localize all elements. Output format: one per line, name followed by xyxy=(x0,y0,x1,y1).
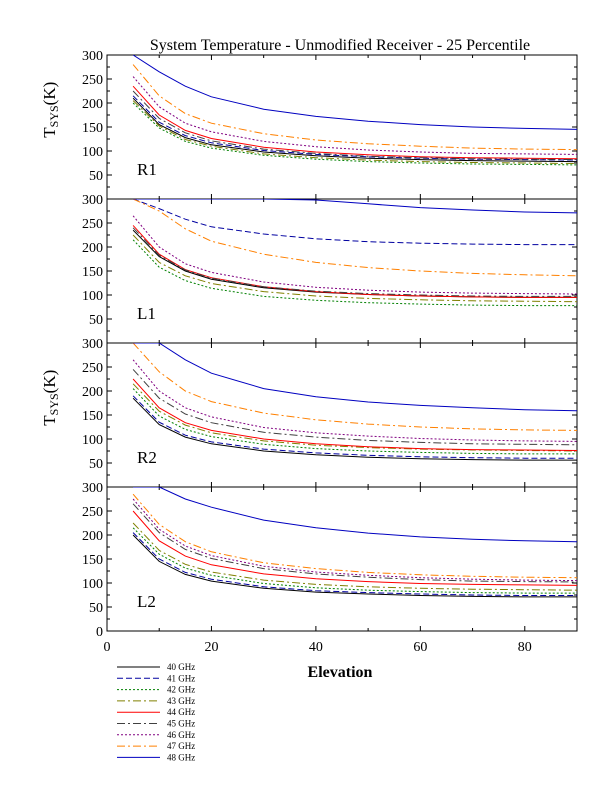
series-line-46-ghz xyxy=(132,215,577,295)
x-axis-label: Elevation xyxy=(308,664,373,681)
series-group xyxy=(132,199,577,307)
series-line-40-ghz xyxy=(132,534,577,598)
x-axis: 0 20 40 60 80 xyxy=(104,640,532,655)
panel-l1: 50 100 150 200 250 300 L1 xyxy=(82,193,578,344)
x-tick-label: 0 xyxy=(104,640,111,655)
x-tick-label: 60 xyxy=(413,640,427,655)
panel-l2: 0 50 100 150 200 250 300 L2 xyxy=(82,481,578,640)
panel-r2: 50 100 150 200 250 300 R2 xyxy=(82,337,578,488)
panel-frame xyxy=(106,198,578,344)
series-line-41-ghz xyxy=(132,532,577,596)
y-tick-label: 50 xyxy=(89,169,103,184)
y-tick-label: 150 xyxy=(82,553,103,568)
series-line-46-ghz xyxy=(132,76,577,155)
series-line-45-ghz xyxy=(132,503,577,583)
y-tick-label: 250 xyxy=(82,361,103,376)
y-axis-labels: TSYS(K) TSYS(K) xyxy=(40,82,61,426)
y-tick-label: 250 xyxy=(82,73,103,88)
legend-entry: 45 GHz xyxy=(167,719,195,729)
series-line-44-ghz xyxy=(132,510,577,586)
panel-label: R1 xyxy=(137,160,157,179)
series-line-48-ghz xyxy=(133,487,577,543)
y-tick-label: 250 xyxy=(82,217,103,232)
y-tick-label: 300 xyxy=(82,337,103,352)
y-tick-label: 200 xyxy=(82,97,103,112)
series-group xyxy=(132,487,577,598)
series-line-46-ghz xyxy=(132,498,577,582)
series-line-45-ghz xyxy=(132,227,577,297)
series-line-44-ghz xyxy=(132,225,577,298)
y-tick-label: 250 xyxy=(82,505,103,520)
series-line-42-ghz xyxy=(132,527,577,594)
y-tick-label: 50 xyxy=(89,601,103,616)
y-tick-label: 100 xyxy=(82,577,103,592)
series-line-48-ghz xyxy=(133,343,577,412)
y-tick-label: 50 xyxy=(89,457,103,472)
series-line-43-ghz xyxy=(132,522,577,591)
series-line-45-ghz xyxy=(132,90,577,161)
panel-frame xyxy=(106,54,578,200)
legend-entry: 40 GHz xyxy=(167,662,195,672)
y-tick-label: 300 xyxy=(82,481,103,496)
series-line-40-ghz xyxy=(132,229,577,298)
y-tick-label: 0 xyxy=(96,625,103,640)
series-line-44-ghz xyxy=(132,85,577,160)
y-tick-label: 150 xyxy=(82,121,103,136)
y-tick-label: 300 xyxy=(82,49,103,64)
series-line-42-ghz xyxy=(132,102,577,166)
x-tick-label: 80 xyxy=(518,640,532,655)
series-line-40-ghz xyxy=(132,397,577,461)
legend-entry: 47 GHz xyxy=(167,741,195,751)
series-group xyxy=(132,343,577,461)
y-tick-label: 100 xyxy=(82,433,103,448)
legend-entry: 42 GHz xyxy=(167,685,195,695)
chart-title: System Temperature - Unmodified Receiver… xyxy=(150,37,530,54)
series-line-46-ghz xyxy=(132,359,577,442)
y-tick-label: 200 xyxy=(82,529,103,544)
legend-entry: 44 GHz xyxy=(167,707,195,717)
series-line-45-ghz xyxy=(132,369,577,446)
series-line-42-ghz xyxy=(132,239,577,307)
x-tick-label: 20 xyxy=(204,640,218,655)
legend-entry: 48 GHz xyxy=(167,752,195,762)
y-tick-label: 200 xyxy=(82,385,103,400)
y-tick-label: 100 xyxy=(82,289,103,304)
series-line-48-ghz xyxy=(133,199,577,214)
panels: 50100150200250300R150100150200250300L150… xyxy=(82,49,578,640)
y-tick-label: 150 xyxy=(82,409,103,424)
x-tick-label: 40 xyxy=(309,640,323,655)
series-line-42-ghz xyxy=(132,388,577,455)
series-line-43-ghz xyxy=(132,234,577,303)
legend-entry: 43 GHz xyxy=(167,696,195,706)
y-tick-label: 150 xyxy=(82,265,103,280)
legend-entry: 46 GHz xyxy=(167,730,195,740)
series-line-41-ghz xyxy=(132,199,577,246)
y-tick-label: 200 xyxy=(82,241,103,256)
series-line-48-ghz xyxy=(132,55,577,130)
panel-frame xyxy=(106,486,578,632)
y-axis-label: TSYS(K) xyxy=(40,370,61,426)
panel-frame xyxy=(106,342,578,488)
y-tick-label: 100 xyxy=(82,145,103,160)
panel-label: L1 xyxy=(137,304,156,323)
series-line-47-ghz xyxy=(132,493,577,579)
y-tick-label: 50 xyxy=(89,313,103,328)
legend-entry: 41 GHz xyxy=(167,673,195,683)
series-line-43-ghz xyxy=(132,100,577,164)
series-line-40-ghz xyxy=(132,97,577,163)
panel-r1: 50 100 150 200 250 300 R1 xyxy=(82,49,578,200)
series-line-41-ghz xyxy=(132,395,577,459)
series-line-47-ghz xyxy=(132,199,577,277)
y-axis-label: TSYS(K) xyxy=(40,82,61,138)
series-group xyxy=(132,55,577,166)
series-line-47-ghz xyxy=(132,343,577,431)
panel-label: R2 xyxy=(137,448,157,467)
panel-label: L2 xyxy=(137,592,156,611)
series-line-44-ghz xyxy=(132,378,577,451)
series-line-47-ghz xyxy=(132,64,577,151)
y-tick-label: 300 xyxy=(82,193,103,208)
